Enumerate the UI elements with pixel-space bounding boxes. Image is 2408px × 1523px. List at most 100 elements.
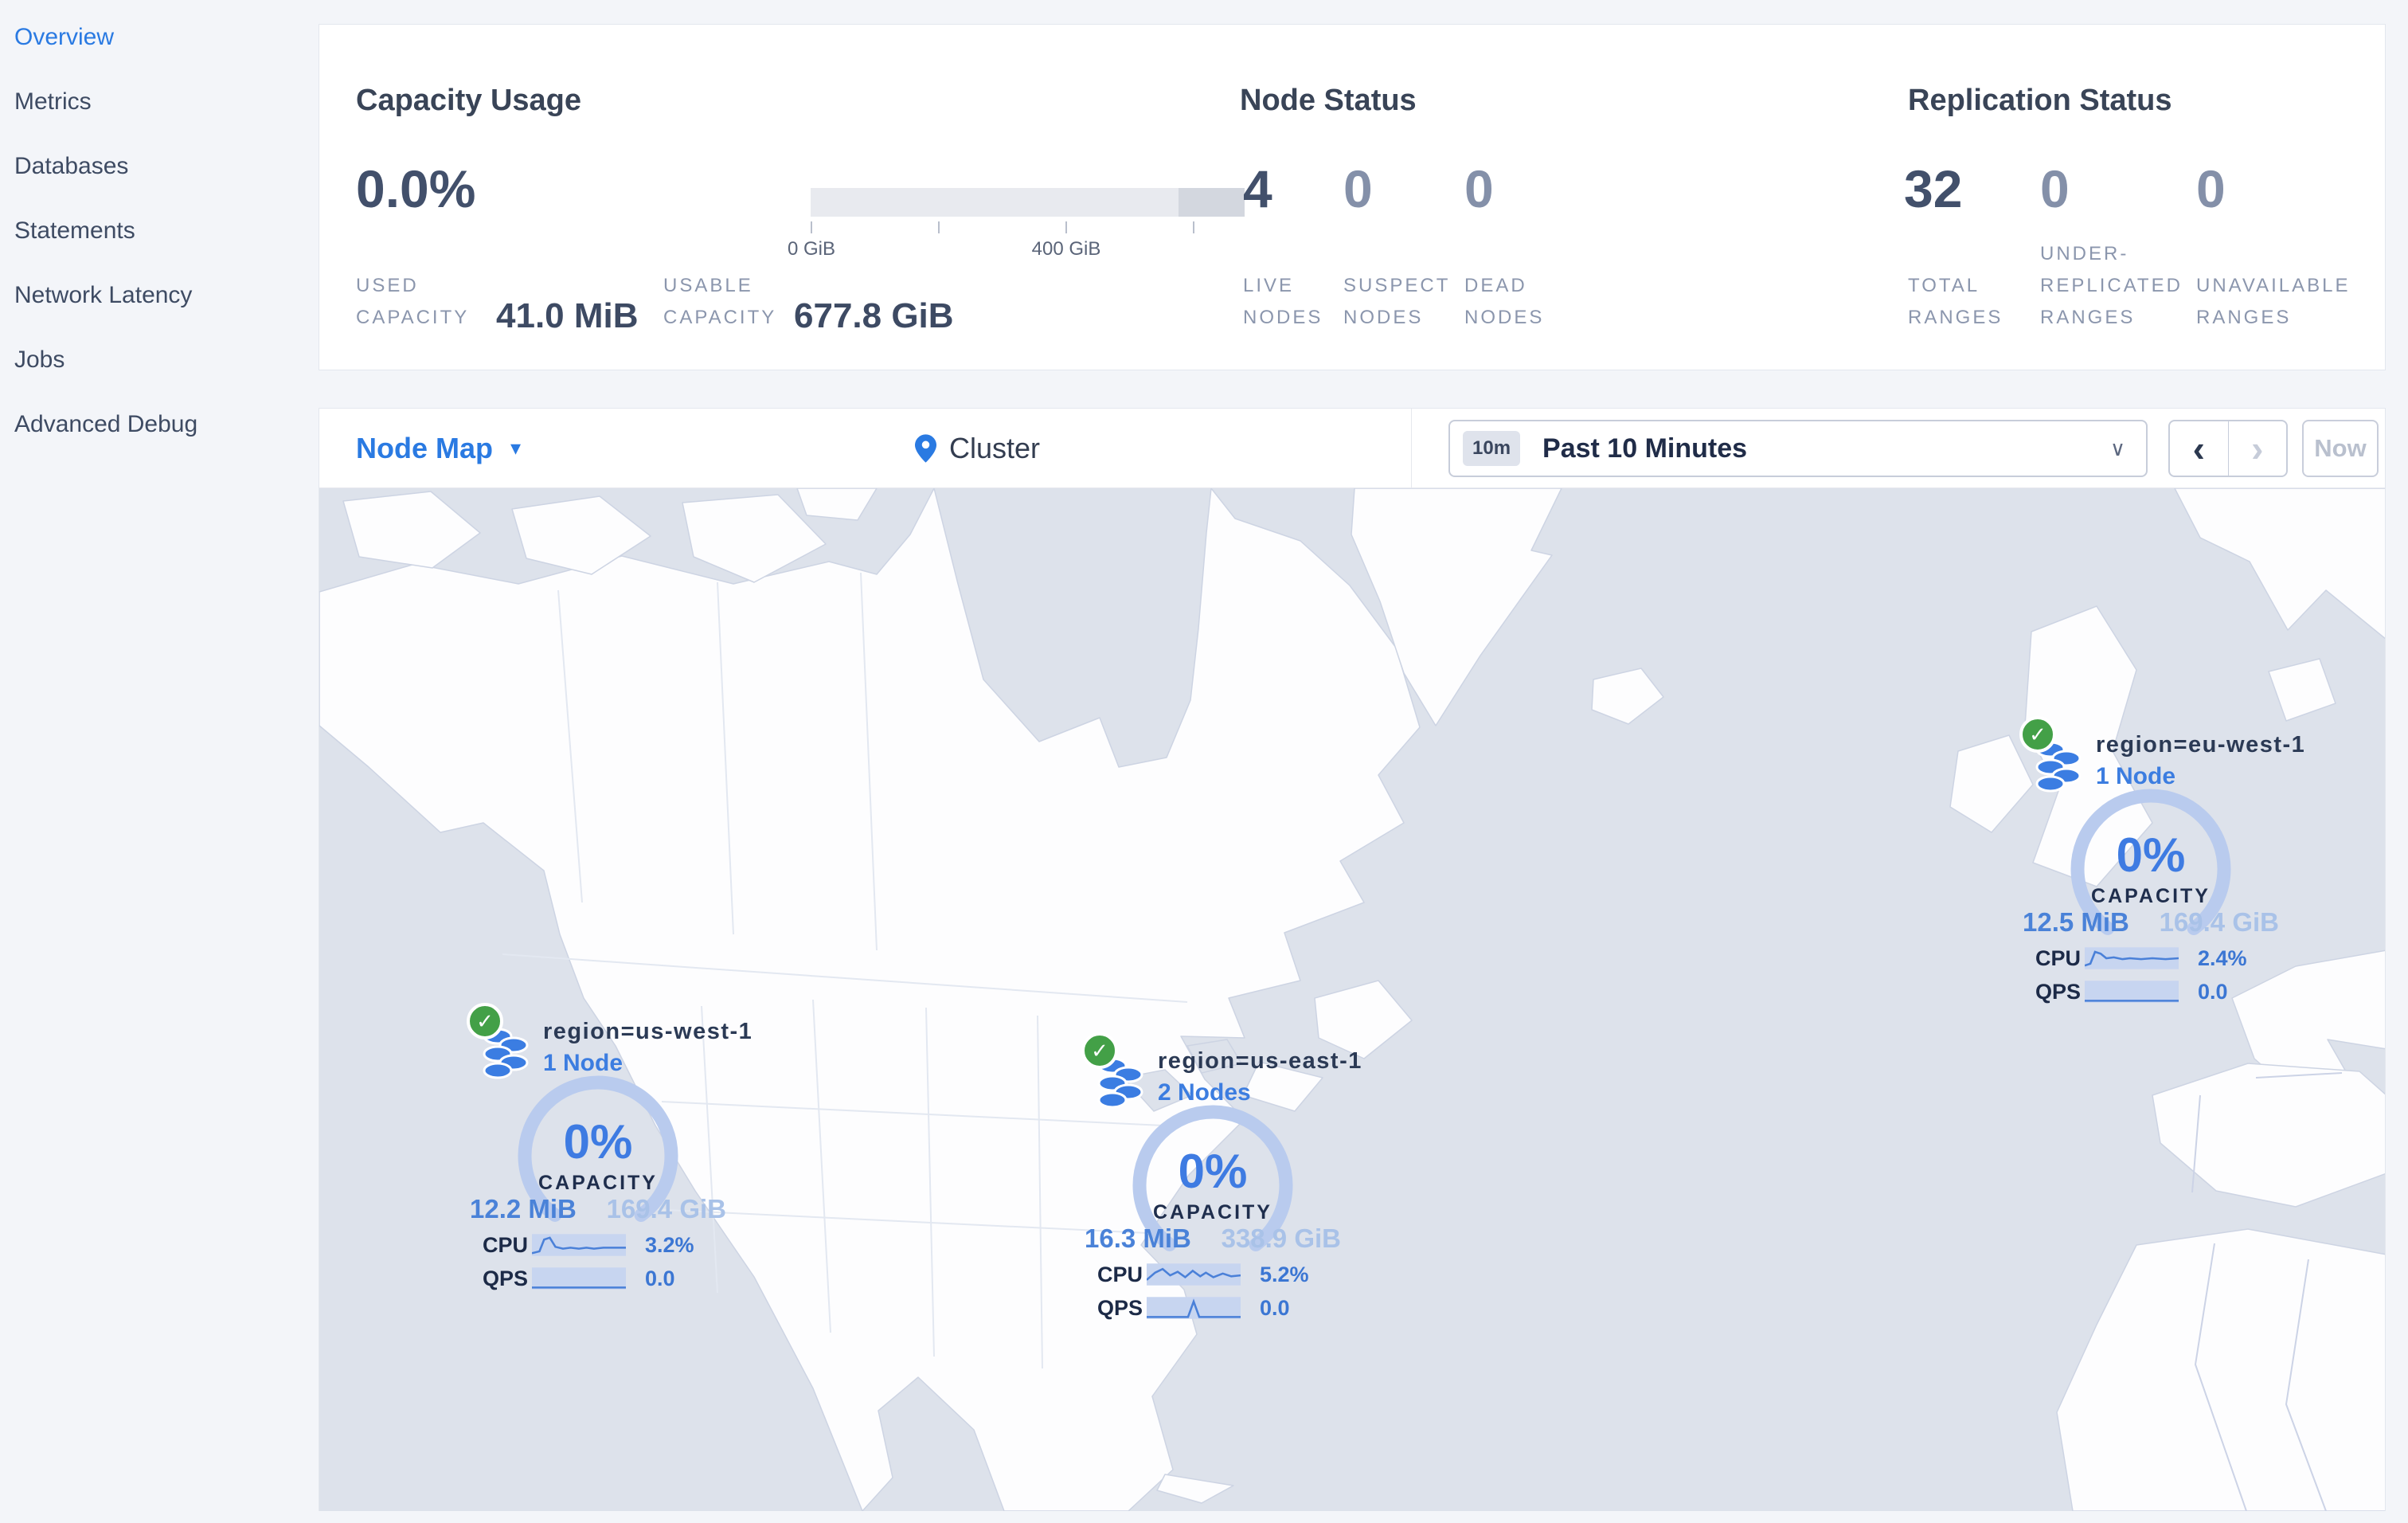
used-capacity-value: 41.0 MiB <box>496 296 639 335</box>
cpu-value: 3.2% <box>645 1232 694 1257</box>
sidebar-item-statements[interactable]: Statements <box>14 217 135 244</box>
under-replicated-ranges-count: 0 <box>2040 159 2070 218</box>
capacity-arc <box>2070 789 2231 949</box>
dead-nodes-label: DEAD NODES <box>1464 275 1545 328</box>
toolbar-divider <box>1411 409 1412 487</box>
region-marker-header: ✓ region=us-east-1 2 Nodes <box>1081 1032 1361 1109</box>
total-ranges-count: 32 <box>1904 159 1963 218</box>
capacity-bar-reserved-segment <box>1179 188 1245 217</box>
cpu-row: CPU 2.4% <box>2019 946 2282 971</box>
region-marker-us-west-1[interactable]: ✓ region=us-west-1 1 Node <box>467 1003 752 1291</box>
gauge-percent: 0% <box>2116 828 2186 882</box>
region-marker-us-east-1[interactable]: ✓ region=us-east-1 2 Nodes <box>1081 1032 1361 1321</box>
sidebar-item-databases[interactable]: Databases <box>14 153 129 179</box>
chevron-down-icon: ∨ <box>2109 436 2125 460</box>
capacity-axis-tick <box>811 221 812 233</box>
cpu-label: CPU <box>2035 946 2082 970</box>
suspect-nodes-count: 0 <box>1343 159 1373 218</box>
region-node-count[interactable]: 1 Node <box>2096 763 2176 789</box>
region-marker-titles: region=us-east-1 2 Nodes <box>1158 1048 1362 1106</box>
region-node-count[interactable]: 2 Nodes <box>1158 1079 1251 1106</box>
qps-row: QPS 0.0 <box>2019 979 2282 1004</box>
qps-row: QPS 0.0 <box>467 1266 729 1291</box>
node-stack-icon <box>2035 741 2082 793</box>
time-step-back-button[interactable]: ‹ <box>2170 421 2229 476</box>
capacity-gauge: 0% CAPACITY <box>2063 781 2238 957</box>
qps-value: 0.0 <box>645 1266 675 1290</box>
cpu-label: CPU <box>483 1232 529 1257</box>
map-toolbar: Node Map ▾ Cluster 10m Past 10 Minutes ∨… <box>319 409 2385 488</box>
sidebar-item-network-latency[interactable]: Network Latency <box>14 282 193 308</box>
live-nodes-count: 4 <box>1243 159 1272 218</box>
total-capacity: 169.4 GiB <box>2159 907 2279 937</box>
used-capacity: 12.5 MiB <box>2023 907 2129 937</box>
region-name: region=us-east-1 <box>1158 1048 1362 1074</box>
qps-value: 0.0 <box>1260 1295 1290 1320</box>
cpu-sparkline <box>532 1234 626 1256</box>
cpu-sparkline <box>2085 947 2179 969</box>
breadcrumb: Cluster <box>915 409 1040 487</box>
cpu-row: CPU 3.2% <box>467 1232 729 1258</box>
gauge-capacity-label: CAPACITY <box>2091 885 2211 907</box>
qps-label: QPS <box>1097 1295 1143 1320</box>
capacity-axis-tick <box>938 221 940 233</box>
capacity-axis-label-0: 0 GiB <box>787 238 836 260</box>
capacity-arc <box>518 1075 678 1236</box>
region-marker-titles: region=us-west-1 1 Node <box>543 1019 752 1077</box>
capacity-values: 12.2 MiB 169.4 GiB <box>467 1194 729 1224</box>
used-capacity: 16.3 MiB <box>1085 1223 1191 1253</box>
cpu-sparkline <box>1147 1263 1241 1286</box>
node-map-panel: Node Map ▾ Cluster 10m Past 10 Minutes ∨… <box>319 408 2386 1511</box>
now-button[interactable]: Now <box>2302 420 2379 477</box>
live-nodes-label: LIVE NODES <box>1243 275 1323 328</box>
region-node-count[interactable]: 1 Node <box>543 1050 624 1076</box>
capacity-values: 16.3 MiB 338.9 GiB <box>1081 1223 1344 1254</box>
used-capacity: 12.2 MiB <box>470 1194 577 1223</box>
qps-sparkline <box>1147 1297 1241 1319</box>
region-marker-header: ✓ region=eu-west-1 1 Node <box>2019 716 2304 793</box>
suspect-nodes-label: SUSPECT NODES <box>1343 275 1450 328</box>
gauge-capacity-label: CAPACITY <box>538 1172 658 1194</box>
caret-down-icon: ▾ <box>510 436 522 460</box>
qps-sparkline <box>532 1267 626 1290</box>
time-range-label: Past 10 Minutes <box>1542 433 1748 464</box>
dead-nodes-count: 0 <box>1464 159 1494 218</box>
view-selector-dropdown[interactable]: Node Map ▾ <box>356 409 521 487</box>
sidebar-item-advanced-debug[interactable]: Advanced Debug <box>14 411 198 437</box>
cpu-label: CPU <box>1097 1262 1143 1286</box>
capacity-gauge: 0% CAPACITY <box>1125 1098 1300 1273</box>
capacity-axis-tick <box>1193 221 1194 233</box>
region-marker-header: ✓ region=us-west-1 1 Node <box>467 1003 752 1079</box>
world-map[interactable]: ✓ region=us-west-1 1 Node <box>319 488 2385 1511</box>
cpu-row: CPU 5.2% <box>1081 1262 1344 1287</box>
usable-capacity-value: 677.8 GiB <box>794 296 954 335</box>
gauge-percent: 0% <box>563 1115 633 1169</box>
capacity-arc <box>1132 1105 1293 1266</box>
time-range-dropdown[interactable]: 10m Past 10 Minutes ∨ <box>1448 420 2148 477</box>
total-ranges-label: TOTAL RANGES <box>1908 275 2003 328</box>
node-status-title: Node Status <box>1240 84 1417 117</box>
qps-label: QPS <box>2035 979 2082 1004</box>
unavailable-ranges-count: 0 <box>2196 159 2226 218</box>
time-step-forward-button[interactable]: › <box>2251 428 2264 469</box>
region-marker-eu-west-1[interactable]: ✓ region=eu-west-1 1 Node <box>2019 716 2304 1004</box>
qps-value: 0.0 <box>2198 979 2228 1004</box>
view-selector-label: Node Map <box>356 431 494 464</box>
region-name: region=us-west-1 <box>543 1019 753 1044</box>
sidebar-item-jobs[interactable]: Jobs <box>14 346 65 373</box>
healthy-check-icon: ✓ <box>1081 1032 1118 1069</box>
cpu-value: 5.2% <box>1260 1262 1309 1286</box>
time-range-badge: 10m <box>1463 431 1521 466</box>
healthy-check-icon: ✓ <box>2019 716 2056 753</box>
used-capacity-label: USED CAPACITY <box>356 275 470 328</box>
sidebar-item-metrics[interactable]: Metrics <box>14 88 92 115</box>
time-step-buttons: ‹ › <box>2168 420 2288 477</box>
cluster-summary-panel: Capacity Usage 0.0% 0 GiB 400 GiB USED C… <box>319 24 2386 370</box>
location-pin-icon <box>915 433 936 463</box>
region-name: region=eu-west-1 <box>2096 732 2306 758</box>
capacity-values: 12.5 MiB 169.4 GiB <box>2019 907 2282 938</box>
capacity-axis-label-400: 400 GiB <box>1031 238 1101 260</box>
gauge-capacity-label: CAPACITY <box>1153 1201 1272 1223</box>
sidebar-item-overview[interactable]: Overview <box>14 24 115 50</box>
usable-capacity-label: USABLE CAPACITY <box>663 275 777 328</box>
